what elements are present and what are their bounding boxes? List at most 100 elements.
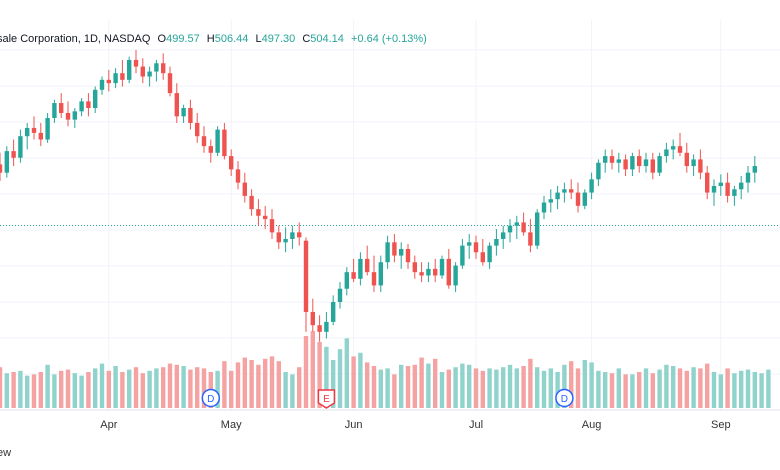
candle[interactable] bbox=[229, 149, 234, 176]
candle[interactable] bbox=[31, 116, 37, 140]
event-marker[interactable]: E bbox=[317, 389, 336, 409]
candle[interactable] bbox=[705, 166, 710, 200]
candle[interactable] bbox=[52, 99, 57, 123]
candle[interactable] bbox=[208, 139, 213, 163]
candle[interactable] bbox=[399, 242, 404, 269]
candle[interactable] bbox=[297, 222, 302, 246]
candle[interactable] bbox=[555, 185, 560, 210]
candle[interactable] bbox=[637, 149, 642, 173]
candle[interactable] bbox=[596, 159, 601, 186]
candle[interactable] bbox=[494, 229, 499, 256]
candle[interactable] bbox=[113, 68, 118, 89]
candle[interactable] bbox=[575, 182, 581, 213]
candle[interactable] bbox=[188, 99, 193, 130]
candle[interactable] bbox=[718, 174, 723, 196]
candle[interactable] bbox=[616, 152, 621, 173]
candle[interactable] bbox=[59, 93, 64, 118]
candle[interactable] bbox=[263, 205, 268, 230]
candle[interactable] bbox=[643, 152, 649, 173]
candle[interactable] bbox=[344, 267, 349, 296]
candle[interactable] bbox=[507, 219, 513, 243]
candle[interactable] bbox=[72, 108, 77, 128]
candle[interactable] bbox=[195, 113, 200, 143]
candle[interactable] bbox=[167, 66, 173, 97]
candle[interactable] bbox=[147, 66, 152, 87]
candles[interactable] bbox=[0, 50, 757, 342]
candle[interactable] bbox=[677, 132, 683, 157]
candle[interactable] bbox=[501, 225, 506, 249]
candle[interactable] bbox=[657, 152, 662, 176]
candle[interactable] bbox=[99, 76, 105, 95]
candle[interactable] bbox=[65, 101, 71, 127]
candle[interactable] bbox=[691, 154, 696, 176]
candle[interactable] bbox=[698, 149, 703, 180]
candle[interactable] bbox=[609, 149, 615, 170]
candle[interactable] bbox=[473, 235, 479, 259]
candle[interactable] bbox=[358, 252, 363, 286]
candle[interactable] bbox=[4, 146, 9, 178]
candle[interactable] bbox=[739, 176, 744, 200]
candle[interactable] bbox=[25, 122, 30, 150]
candle[interactable] bbox=[385, 235, 390, 269]
candle[interactable] bbox=[453, 262, 458, 293]
candle[interactable] bbox=[439, 255, 445, 279]
candle[interactable] bbox=[582, 189, 587, 210]
candle[interactable] bbox=[671, 139, 676, 160]
candle[interactable] bbox=[412, 255, 417, 279]
candle[interactable] bbox=[752, 156, 757, 183]
candle[interactable] bbox=[433, 258, 438, 283]
candle[interactable] bbox=[45, 113, 50, 143]
candle[interactable] bbox=[11, 139, 16, 167]
candle[interactable] bbox=[392, 234, 397, 263]
candle[interactable] bbox=[235, 161, 241, 190]
candle[interactable] bbox=[120, 59, 125, 87]
candle[interactable] bbox=[181, 104, 186, 123]
candle[interactable] bbox=[269, 209, 275, 239]
candle[interactable] bbox=[310, 298, 315, 332]
candle[interactable] bbox=[127, 56, 132, 84]
candle[interactable] bbox=[371, 255, 377, 293]
candle[interactable] bbox=[38, 122, 43, 147]
candle[interactable] bbox=[276, 225, 281, 249]
candle[interactable] bbox=[419, 262, 424, 283]
candle[interactable] bbox=[589, 172, 594, 200]
candle[interactable] bbox=[140, 58, 145, 84]
candle[interactable] bbox=[283, 227, 288, 253]
event-marker[interactable]: D bbox=[201, 388, 221, 408]
candle[interactable] bbox=[79, 98, 84, 117]
candle[interactable] bbox=[650, 152, 655, 180]
candle[interactable] bbox=[133, 50, 139, 74]
candle[interactable] bbox=[664, 142, 669, 163]
candle[interactable] bbox=[249, 189, 254, 216]
candle[interactable] bbox=[0, 152, 3, 181]
candle[interactable] bbox=[337, 282, 343, 309]
candle[interactable] bbox=[623, 154, 628, 176]
candle[interactable] bbox=[256, 199, 261, 226]
candle[interactable] bbox=[86, 93, 91, 117]
candle[interactable] bbox=[725, 172, 730, 203]
candle[interactable] bbox=[562, 182, 567, 203]
candle[interactable] bbox=[303, 237, 309, 332]
candle[interactable] bbox=[378, 255, 383, 293]
candle[interactable] bbox=[426, 262, 431, 283]
candle[interactable] bbox=[154, 59, 159, 82]
candle[interactable] bbox=[446, 248, 451, 289]
candle[interactable] bbox=[324, 311, 329, 339]
candle[interactable] bbox=[365, 245, 370, 276]
candle[interactable] bbox=[732, 185, 737, 206]
candle[interactable] bbox=[242, 172, 247, 203]
candle[interactable] bbox=[528, 219, 533, 253]
candle[interactable] bbox=[106, 69, 111, 92]
candle[interactable] bbox=[290, 225, 295, 249]
candle[interactable] bbox=[535, 209, 540, 249]
candle[interactable] bbox=[603, 149, 608, 173]
candle[interactable] bbox=[711, 179, 717, 206]
candle[interactable] bbox=[684, 142, 689, 173]
candle[interactable] bbox=[514, 215, 519, 239]
candle[interactable] bbox=[317, 315, 322, 342]
candle[interactable] bbox=[480, 239, 485, 266]
candle[interactable] bbox=[745, 166, 751, 193]
candle[interactable] bbox=[331, 295, 336, 326]
